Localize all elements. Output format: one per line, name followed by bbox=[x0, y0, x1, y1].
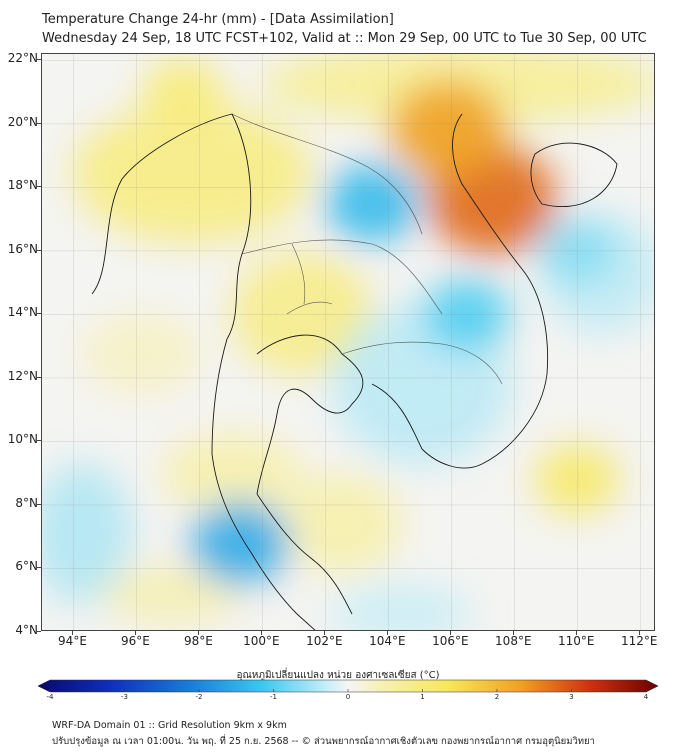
graticule bbox=[42, 54, 654, 630]
colorbar-tick-label: 4 bbox=[643, 693, 649, 701]
colorbar-tick-label: 1 bbox=[420, 693, 425, 701]
anomaly-gulf-of-tonkin-coast bbox=[390, 81, 507, 180]
lat-tick bbox=[37, 440, 41, 442]
border-north bbox=[231, 113, 423, 235]
coastlines bbox=[91, 113, 618, 630]
lon-tick bbox=[639, 631, 641, 635]
hainan-coast bbox=[530, 142, 618, 208]
lon-tick bbox=[513, 631, 515, 635]
colorbar bbox=[38, 679, 658, 693]
colorbar-tick-marks bbox=[49, 689, 647, 692]
anomaly-offshore-se bbox=[534, 443, 620, 516]
anomaly-cambodia-south-china-sea bbox=[424, 278, 510, 351]
lon-label: 104°E bbox=[369, 634, 406, 648]
anomaly-central-thailand bbox=[255, 282, 333, 347]
lon-tick bbox=[135, 631, 137, 635]
lon-label: 96°E bbox=[121, 634, 150, 648]
border-province-2 bbox=[291, 243, 306, 305]
lat-label: 22°N bbox=[7, 51, 38, 66]
lon-label: 100°E bbox=[243, 634, 280, 648]
anomaly-andaman-sea-south bbox=[190, 501, 290, 585]
lat-tick bbox=[37, 376, 41, 378]
map-subtitle: Wednesday 24 Sep, 18 UTC FCST+102, Valid… bbox=[42, 31, 647, 46]
footer-credit: ปรับปรุงข้อมูล ณ เวลา 01:00น. วัน พฤ. ที… bbox=[52, 736, 595, 747]
footer-model-info: WRF-DA Domain 01 :: Grid Resolution 9km … bbox=[52, 720, 287, 731]
lat-tick bbox=[37, 122, 41, 124]
lat-label: 18°N bbox=[7, 178, 38, 193]
lon-tick bbox=[198, 631, 200, 635]
gulf-of-thailand-coast bbox=[256, 334, 364, 495]
lat-tick bbox=[37, 313, 41, 315]
colorbar-tick-label: -4 bbox=[46, 693, 54, 701]
admin-borders bbox=[231, 113, 503, 385]
colorbar-title: อุณหภูมิเปลี่ยนแปลง หน่วย องศาเซลเซียส (… bbox=[236, 670, 440, 681]
anomaly-northeast-thailand-laos bbox=[325, 163, 420, 243]
lon-label: 94°E bbox=[58, 634, 87, 648]
lat-label: 8°N bbox=[15, 495, 38, 510]
border-thailand-laos bbox=[241, 239, 443, 315]
map-canvas[interactable] bbox=[42, 54, 655, 631]
colorbar-tick-label: 2 bbox=[494, 693, 500, 701]
border-cambodia bbox=[341, 341, 503, 385]
malay-peninsula-coast bbox=[256, 493, 353, 615]
lat-label: 20°N bbox=[7, 114, 38, 129]
lon-label: 112°E bbox=[621, 634, 658, 648]
myanmar-coast bbox=[91, 113, 316, 630]
lat-label: 4°N bbox=[15, 623, 38, 637]
anomaly-south-china-sea-east bbox=[538, 218, 616, 284]
lon-label: 106°E bbox=[432, 634, 469, 648]
lon-label: 102°E bbox=[306, 634, 343, 648]
border-province-1 bbox=[286, 301, 333, 315]
lon-tick bbox=[450, 631, 452, 635]
lat-tick bbox=[37, 59, 41, 61]
lat-label: 12°N bbox=[7, 368, 38, 383]
lat-label: 16°N bbox=[7, 241, 38, 256]
lon-label: 98°E bbox=[183, 634, 213, 648]
colorbar-tick-label: 0 bbox=[345, 693, 351, 701]
map-frame[interactable] bbox=[41, 53, 655, 631]
lon-tick bbox=[324, 631, 326, 635]
vietnam-coast bbox=[371, 113, 548, 469]
lat-tick bbox=[37, 249, 41, 251]
colorbar-tick-label: -1 bbox=[270, 693, 277, 701]
lat-label: 10°N bbox=[7, 432, 38, 447]
colorbar-tick-label: -3 bbox=[121, 693, 128, 701]
colorbar-tick-label: 3 bbox=[569, 693, 574, 701]
lat-tick bbox=[37, 567, 41, 569]
temperature-anomaly-layer bbox=[42, 54, 654, 630]
lat-tick bbox=[37, 186, 41, 188]
lon-tick bbox=[576, 631, 578, 635]
lon-tick bbox=[261, 631, 263, 635]
lat-tick bbox=[37, 503, 41, 505]
lon-tick bbox=[387, 631, 389, 635]
anomaly-upper-myanmar bbox=[142, 57, 225, 127]
lon-label: 108°E bbox=[495, 634, 532, 648]
colorbar-tick-label: -2 bbox=[195, 693, 203, 701]
lat-tick bbox=[37, 631, 41, 632]
lat-label: 14°N bbox=[7, 305, 38, 320]
lon-tick bbox=[72, 631, 74, 635]
lon-label: 110°E bbox=[558, 634, 595, 648]
lat-label: 6°N bbox=[15, 559, 38, 574]
map-title: Temperature Change 24-hr (mm) - [Data As… bbox=[42, 12, 394, 27]
